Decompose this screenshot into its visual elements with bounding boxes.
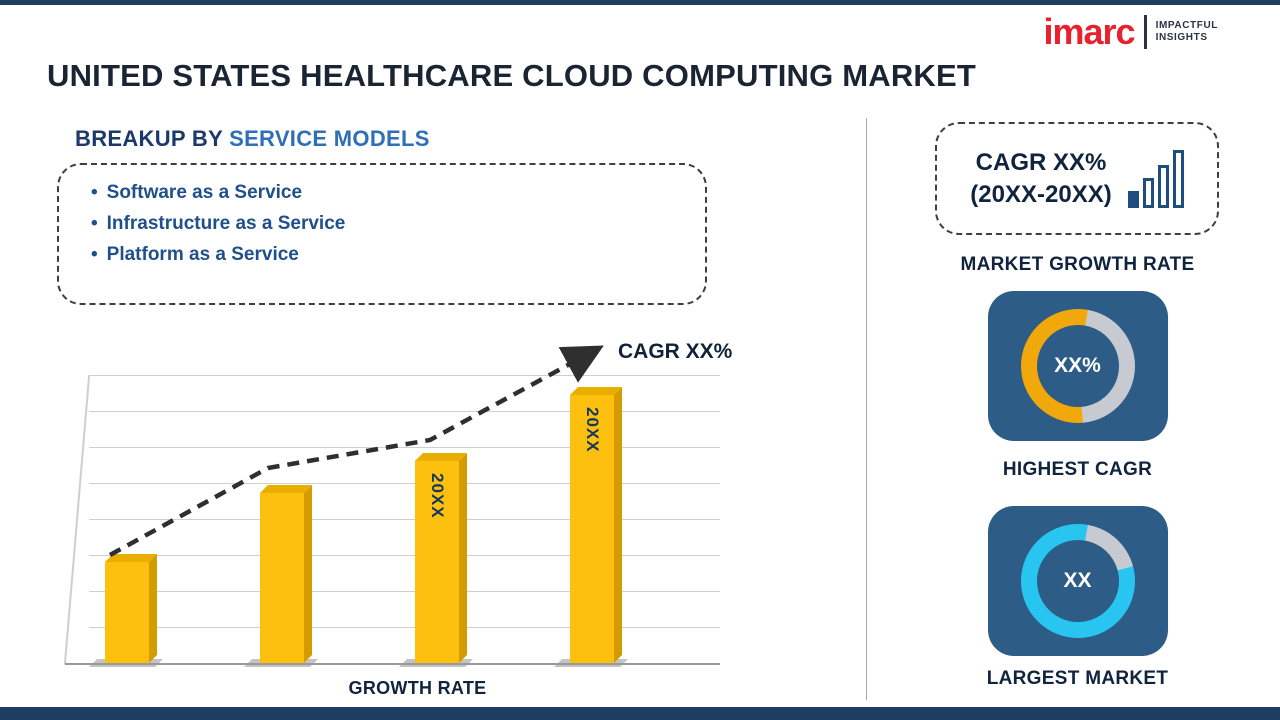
cagr-annotation: CAGR XX% [618, 340, 733, 363]
highest-cagr-donut: XX% [1020, 309, 1135, 423]
bar-chart-icon [1127, 149, 1184, 208]
bar-icon-segment [1142, 177, 1154, 208]
bar-label: 20XX [583, 407, 602, 453]
chart-bar [244, 493, 318, 667]
cagr-period: (20XX-20XX) [970, 180, 1112, 208]
chart-baseline [65, 663, 720, 665]
chart-bar: 20XX [554, 395, 628, 667]
largest-market-card: XX [987, 506, 1168, 656]
highest-cagr-card: XX% [987, 291, 1168, 441]
bar-face [260, 493, 304, 663]
x-axis-label: GROWTH RATE [348, 678, 487, 698]
service-model-item: Platform as a Service [91, 239, 685, 270]
largest-market-donut: XX [1020, 524, 1135, 638]
bar-face [105, 562, 149, 663]
breakup-heading: BREAKUP BY SERVICE MODELS [75, 126, 430, 152]
bar-face: 20XX [415, 461, 459, 663]
bar-icon-segment [1172, 149, 1184, 208]
trend-arrow [108, 345, 604, 557]
bar-label: 20XX [428, 473, 447, 519]
chart-bar: 20XX [399, 461, 473, 667]
service-model-item: Infrastructure as a Service [91, 208, 685, 239]
cagr-value: CAGR XX% [975, 149, 1107, 177]
service-model-item: Software as a Service [91, 177, 685, 208]
bar-face: 20XX [570, 395, 614, 663]
largest-market-value: XX [1063, 569, 1092, 592]
chart-bar [89, 562, 163, 667]
breakup-heading-highlight: SERVICE MODELS [229, 126, 430, 151]
cagr-text: CAGR XX% (20XX-20XX) [970, 147, 1111, 209]
bottom-accent-bar [0, 707, 1280, 720]
imarc-logo: imarc IMPACTFUL INSIGHTS [1043, 14, 1218, 50]
column-divider [866, 118, 867, 700]
market-growth-rate-box: CAGR XX% (20XX-20XX) [935, 122, 1219, 235]
service-models-box: Software as a ServiceInfrastructure as a… [57, 163, 707, 305]
bar-icon-segment [1157, 164, 1169, 208]
highest-cagr-caption: HIGHEST CAGR [1002, 459, 1153, 480]
imarc-logo-wordmark: imarc [1043, 11, 1135, 52]
growth-bar-chart: 20XX 20XX [63, 375, 720, 667]
chart-bars: 20XX 20XX [65, 375, 720, 667]
logo-tagline: IMPACTFUL INSIGHTS [1156, 20, 1218, 45]
logo-divider [1143, 15, 1147, 49]
service-models-list: Software as a ServiceInfrastructure as a… [91, 177, 685, 270]
highest-cagr-value: XX% [1054, 354, 1101, 377]
market-growth-rate-caption: MARKET GROWTH RATE [960, 254, 1195, 275]
breakup-heading-prefix: BREAKUP BY [75, 126, 223, 151]
logo-tagline-line2: INSIGHTS [1155, 32, 1208, 43]
largest-market-caption: LARGEST MARKET [986, 668, 1169, 689]
page-title: UNITED STATES HEALTHCARE CLOUD COMPUTING… [47, 58, 977, 93]
bar-icon-segment [1127, 190, 1139, 208]
top-accent-bar [0, 0, 1280, 5]
logo-tagline-line1: IMPACTFUL [1155, 19, 1218, 31]
